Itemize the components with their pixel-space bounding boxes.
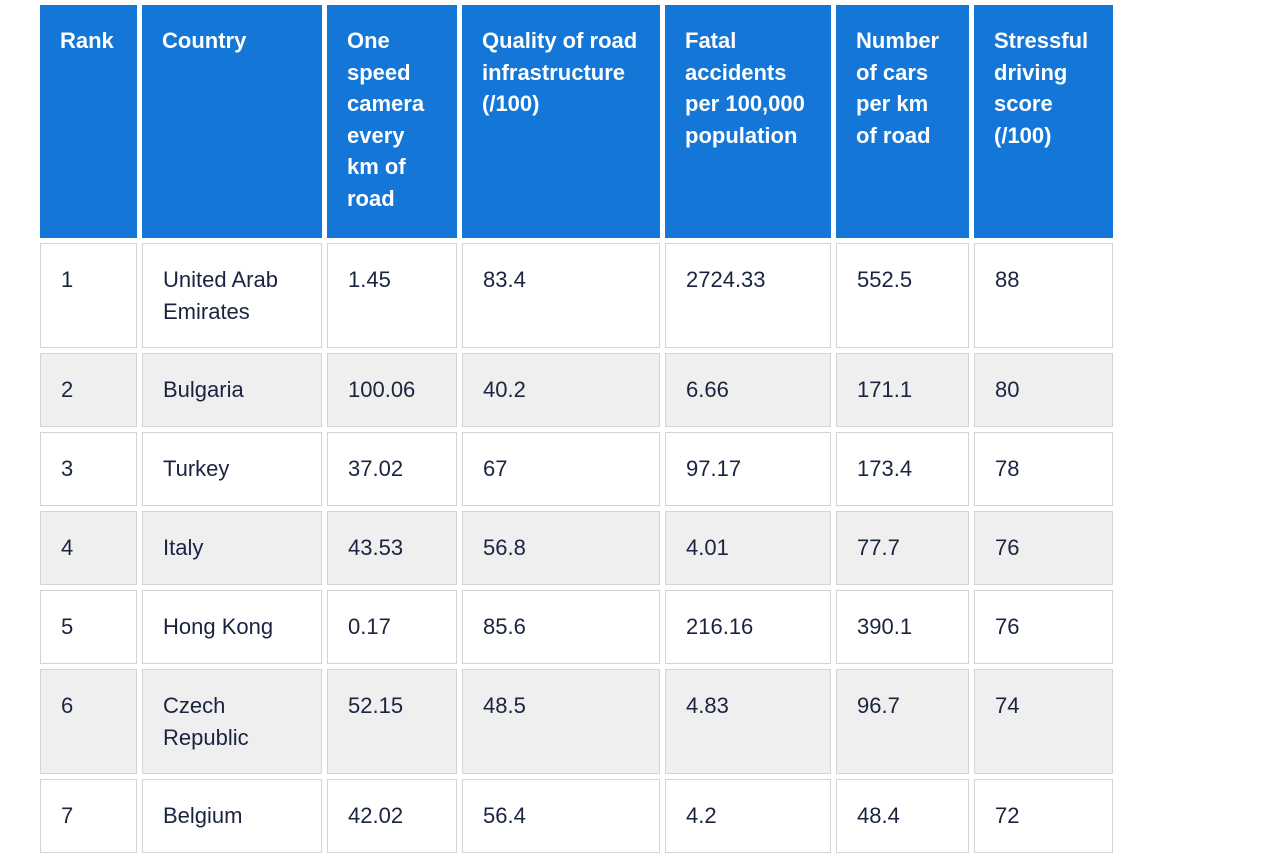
cell-rank: 4 [40,511,137,585]
header-road-quality: Quality of road infrastructure (/100) [462,5,660,238]
cell-fatal-accidents: 216.16 [665,590,831,664]
cell-speed-camera: 52.15 [327,669,457,774]
cell-country: Italy [142,511,322,585]
cell-country: United Arab Emirates [142,243,322,348]
cell-stress-score: 76 [974,590,1113,664]
cell-fatal-accidents: 6.66 [665,353,831,427]
table-row: 7 Belgium 42.02 56.4 4.2 48.4 72 [40,779,1113,853]
cell-stress-score: 74 [974,669,1113,774]
header-stress-score: Stressful driving score (/100) [974,5,1113,238]
cell-cars-per-km: 552.5 [836,243,969,348]
header-fatal-accidents: Fatal accidents per 100,000 population [665,5,831,238]
cell-road-quality: 56.4 [462,779,660,853]
cell-speed-camera: 1.45 [327,243,457,348]
cell-road-quality: 56.8 [462,511,660,585]
cell-country: Hong Kong [142,590,322,664]
cell-rank: 1 [40,243,137,348]
cell-speed-camera: 0.17 [327,590,457,664]
header-speed-camera: One speed camera every km of road [327,5,457,238]
cell-cars-per-km: 171.1 [836,353,969,427]
cell-country: Turkey [142,432,322,506]
header-rank: Rank [40,5,137,238]
cell-road-quality: 67 [462,432,660,506]
cell-fatal-accidents: 4.2 [665,779,831,853]
stressful-driving-table: Rank Country One speed camera every km o… [35,0,1118,858]
cell-rank: 3 [40,432,137,506]
header-cars-per-km: Number of cars per km of road [836,5,969,238]
cell-speed-camera: 37.02 [327,432,457,506]
table-row: 4 Italy 43.53 56.8 4.01 77.7 76 [40,511,1113,585]
cell-stress-score: 78 [974,432,1113,506]
cell-cars-per-km: 173.4 [836,432,969,506]
cell-rank: 5 [40,590,137,664]
cell-cars-per-km: 48.4 [836,779,969,853]
header-country: Country [142,5,322,238]
ranking-table-container: Rank Country One speed camera every km o… [40,5,1113,853]
cell-country: Bulgaria [142,353,322,427]
cell-stress-score: 88 [974,243,1113,348]
header-row: Rank Country One speed camera every km o… [40,5,1113,238]
cell-fatal-accidents: 4.01 [665,511,831,585]
table-row: 5 Hong Kong 0.17 85.6 216.16 390.1 76 [40,590,1113,664]
cell-rank: 6 [40,669,137,774]
cell-cars-per-km: 96.7 [836,669,969,774]
cell-road-quality: 40.2 [462,353,660,427]
cell-fatal-accidents: 97.17 [665,432,831,506]
cell-speed-camera: 42.02 [327,779,457,853]
cell-cars-per-km: 390.1 [836,590,969,664]
cell-rank: 2 [40,353,137,427]
cell-rank: 7 [40,779,137,853]
cell-road-quality: 48.5 [462,669,660,774]
cell-fatal-accidents: 4.83 [665,669,831,774]
cell-cars-per-km: 77.7 [836,511,969,585]
table-row: 3 Turkey 37.02 67 97.17 173.4 78 [40,432,1113,506]
table-row: 6 Czech Republic 52.15 48.5 4.83 96.7 74 [40,669,1113,774]
cell-speed-camera: 43.53 [327,511,457,585]
table-row: 1 United Arab Emirates 1.45 83.4 2724.33… [40,243,1113,348]
cell-country: Czech Republic [142,669,322,774]
cell-road-quality: 83.4 [462,243,660,348]
cell-road-quality: 85.6 [462,590,660,664]
cell-country: Belgium [142,779,322,853]
table-row: 2 Bulgaria 100.06 40.2 6.66 171.1 80 [40,353,1113,427]
cell-fatal-accidents: 2724.33 [665,243,831,348]
cell-stress-score: 72 [974,779,1113,853]
cell-stress-score: 76 [974,511,1113,585]
cell-speed-camera: 100.06 [327,353,457,427]
cell-stress-score: 80 [974,353,1113,427]
